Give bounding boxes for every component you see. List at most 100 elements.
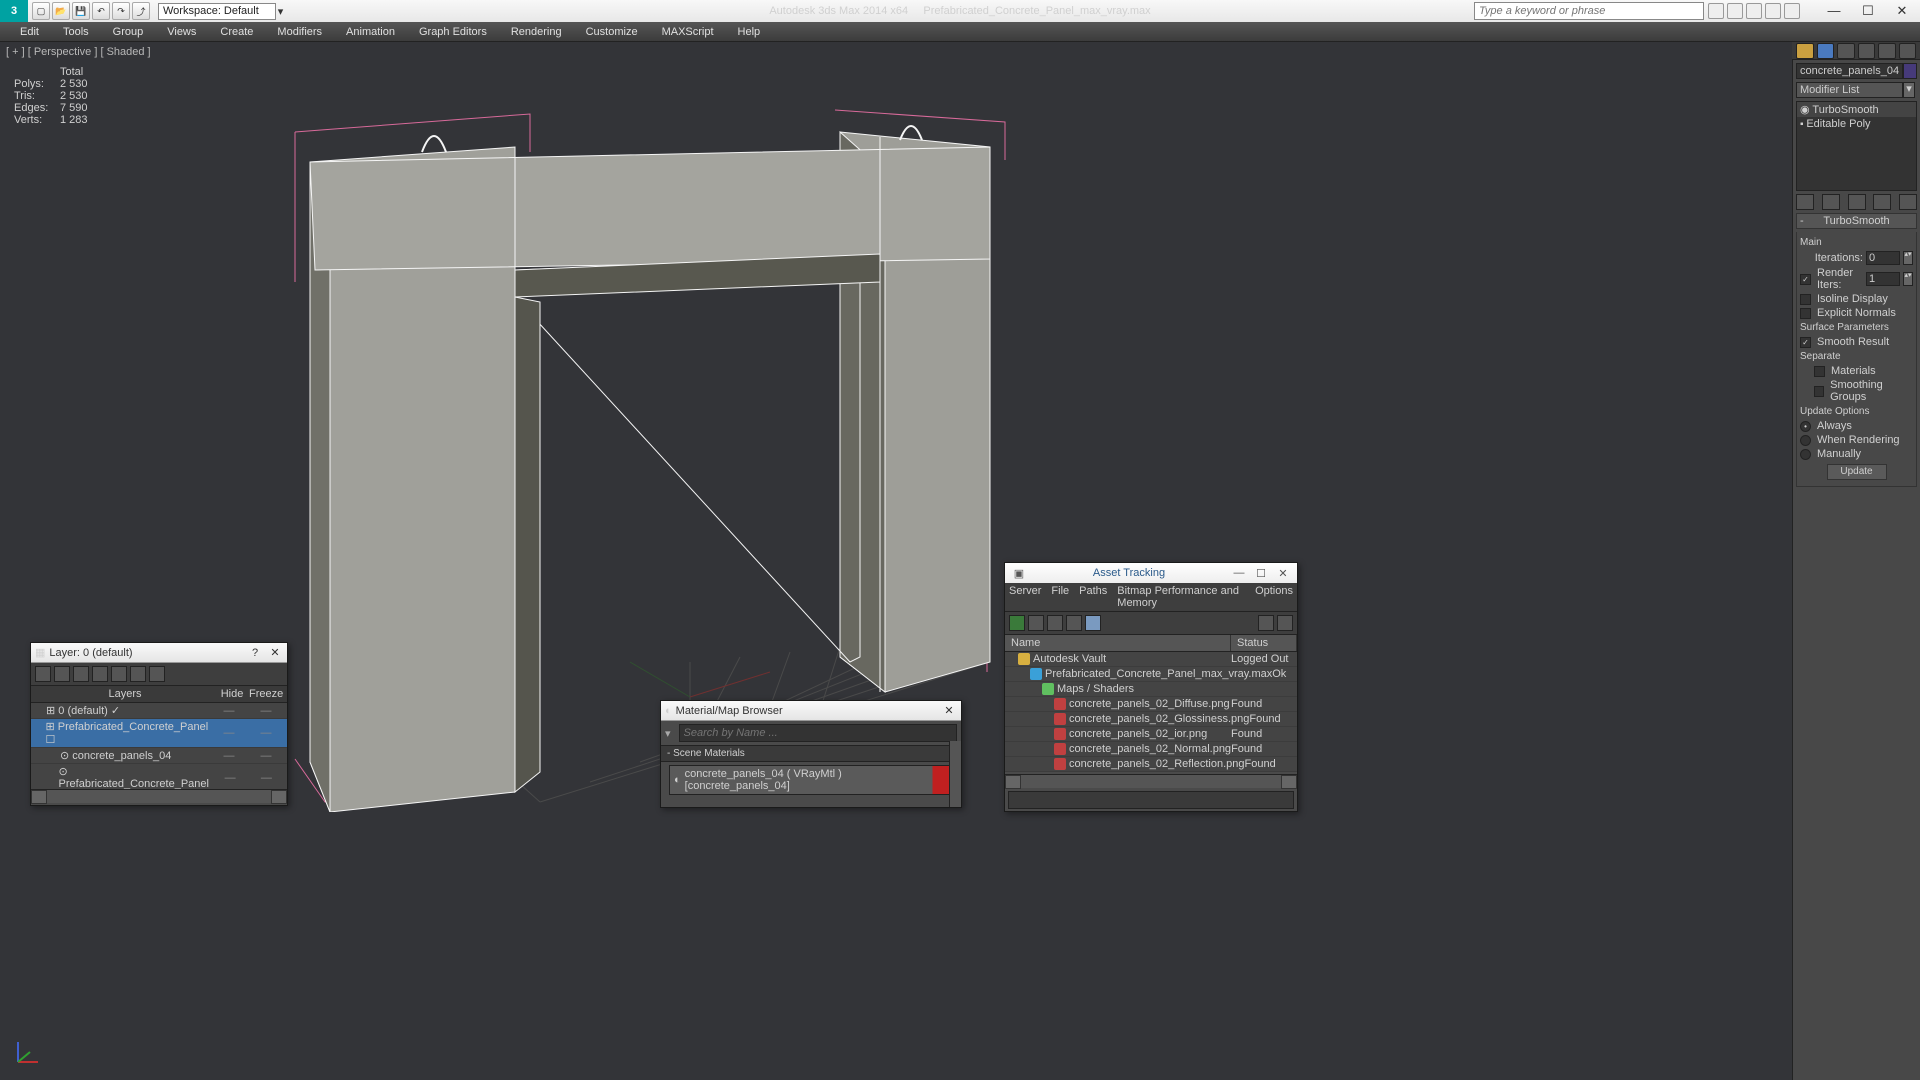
qat-link-icon[interactable]: ⤴ [132,2,150,20]
remove-modifier-icon[interactable] [1873,194,1891,210]
scrollbar[interactable] [1005,774,1297,788]
menu-animation[interactable]: Animation [334,24,407,40]
table-icon[interactable] [1066,615,1082,631]
spinner-buttons-icon[interactable]: ▴▾ [1903,272,1913,286]
menu-tools[interactable]: Tools [51,24,101,40]
smoothing-groups-checkbox[interactable] [1814,386,1824,397]
close-icon[interactable]: ✕ [267,646,283,659]
qat-new-icon[interactable]: ▢ [32,2,50,20]
asset-row[interactable]: concrete_panels_02_Glossiness.pngFound [1005,712,1297,727]
favorite-icon[interactable] [1765,3,1781,19]
explicit-normals-checkbox[interactable] [1800,308,1811,319]
materials-checkbox[interactable] [1814,366,1825,377]
qat-redo-icon[interactable]: ↷ [112,2,130,20]
viewport[interactable]: [ + ] [ Perspective ] [ Shaded ] Total P… [0,42,1792,1080]
menu-modifiers[interactable]: Modifiers [265,24,334,40]
menu-server[interactable]: Server [1009,585,1041,609]
menu-views[interactable]: Views [155,24,208,40]
app-logo[interactable]: 3 [0,0,28,22]
dropdown-arrow-icon[interactable]: ▾ [1903,82,1915,98]
help-icon[interactable]: ? [247,647,263,659]
highlight-icon[interactable] [111,666,127,682]
delete-layer-icon[interactable] [54,666,70,682]
rollout-header[interactable]: -TurboSmooth [1796,213,1917,229]
show-end-result-icon[interactable] [1822,194,1840,210]
qat-undo-icon[interactable]: ↶ [92,2,110,20]
asset-row[interactable]: concrete_panels_02_Reflection.pngFound [1005,757,1297,772]
spinner-buttons-icon[interactable]: ▴▾ [1903,251,1913,265]
maximize-icon[interactable]: ☐ [1253,567,1269,580]
material-search-input[interactable] [679,724,957,742]
modifier-list-dropdown[interactable]: Modifier List [1796,82,1903,98]
render-iters-checkbox[interactable]: ✓ [1800,274,1811,285]
pin-stack-icon[interactable] [1796,194,1814,210]
close-icon[interactable]: ✕ [941,704,957,717]
list-icon[interactable] [1085,615,1101,631]
hierarchy-tab-icon[interactable] [1837,43,1855,59]
prefs-icon[interactable] [1277,615,1293,631]
make-unique-icon[interactable] [1848,194,1866,210]
always-radio[interactable]: • [1800,421,1811,432]
asset-list[interactable]: Autodesk VaultLogged OutPrefabricated_Co… [1005,652,1297,772]
display-tab-icon[interactable] [1878,43,1896,59]
freeze-unfreeze-icon[interactable] [149,666,165,682]
iterations-spinner[interactable]: 0 [1866,251,1900,265]
manually-radio[interactable] [1800,449,1811,460]
workspace-dropdown-arrow-icon[interactable]: ▾ [278,5,284,18]
close-icon[interactable]: ✕ [1275,567,1291,580]
menu-group[interactable]: Group [101,24,156,40]
layer-row[interactable]: ⊙ Prefabricated_Concrete_Panel—— [31,764,287,789]
when-rendering-radio[interactable] [1800,435,1811,446]
qat-save-icon[interactable]: 💾 [72,2,90,20]
menu-edit[interactable]: Edit [8,24,51,40]
create-tab-icon[interactable] [1796,43,1814,59]
asset-row[interactable]: Maps / Shaders [1005,682,1297,697]
layer-row[interactable]: ⊞ Prefabricated_Concrete_Panel ☐—— [31,719,287,748]
scrollbar[interactable] [31,789,287,803]
search-icon[interactable] [1708,3,1724,19]
asset-row[interactable]: Prefabricated_Concrete_Panel_max_vray.ma… [1005,667,1297,682]
help-icon[interactable] [1258,615,1274,631]
viewport-label[interactable]: [ + ] [ Perspective ] [ Shaded ] [6,46,151,58]
menu-bitmap[interactable]: Bitmap Performance and Memory [1117,585,1245,609]
render-iters-spinner[interactable]: 1 [1866,272,1900,286]
menu-customize[interactable]: Customize [574,24,650,40]
maximize-icon[interactable]: ☐ [1854,3,1882,19]
modify-tab-icon[interactable] [1817,43,1835,59]
help-icon[interactable] [1784,3,1800,19]
menu-paths[interactable]: Paths [1079,585,1107,609]
close-icon[interactable]: ✕ [1888,3,1916,19]
menu-rendering[interactable]: Rendering [499,24,574,40]
hide-unhide-icon[interactable] [130,666,146,682]
menu-graph-editors[interactable]: Graph Editors [407,24,499,40]
menu-create[interactable]: Create [208,24,265,40]
layer-list[interactable]: ⊞ 0 (default) ✓——⊞ Prefabricated_Concret… [31,703,287,789]
menu-maxscript[interactable]: MAXScript [650,24,726,40]
asset-row[interactable]: Autodesk VaultLogged Out [1005,652,1297,667]
asset-titlebar[interactable]: ▣ Asset Tracking — ☐ ✕ [1005,563,1297,583]
object-name-field[interactable] [1796,63,1903,79]
menu-options[interactable]: Options [1255,585,1293,609]
smooth-result-checkbox[interactable]: ✓ [1800,337,1811,348]
utilities-tab-icon[interactable] [1899,43,1917,59]
layer-row[interactable]: ⊞ 0 (default) ✓—— [31,703,287,719]
qat-open-icon[interactable]: 📂 [52,2,70,20]
mat-titlebar[interactable]: ◐ Material/Map Browser ✕ [661,701,961,721]
new-layer-icon[interactable] [35,666,51,682]
minimize-icon[interactable]: — [1820,3,1848,19]
asset-row[interactable]: concrete_panels_02_Normal.pngFound [1005,742,1297,757]
scrollbar[interactable] [949,741,961,807]
asset-row[interactable]: concrete_panels_02_ior.pngFound [1005,727,1297,742]
tree-icon[interactable] [1047,615,1063,631]
refresh-icon[interactable] [1009,615,1025,631]
asset-row[interactable]: concrete_panels_02_Diffuse.pngFound [1005,697,1297,712]
motion-tab-icon[interactable] [1858,43,1876,59]
subscription-icon[interactable] [1727,3,1743,19]
modifier-stack[interactable]: ◉ TurboSmooth ▪ Editable Poly [1796,101,1917,191]
layer-titlebar[interactable]: ▦ Layer: 0 (default) ? ✕ [31,643,287,663]
add-to-layer-icon[interactable] [73,666,89,682]
menu-help[interactable]: Help [726,24,773,40]
lightbulb-icon[interactable]: ◉ [1800,104,1810,116]
mat-section-header[interactable]: - Scene Materials [661,745,961,762]
update-button[interactable]: Update [1827,464,1887,480]
